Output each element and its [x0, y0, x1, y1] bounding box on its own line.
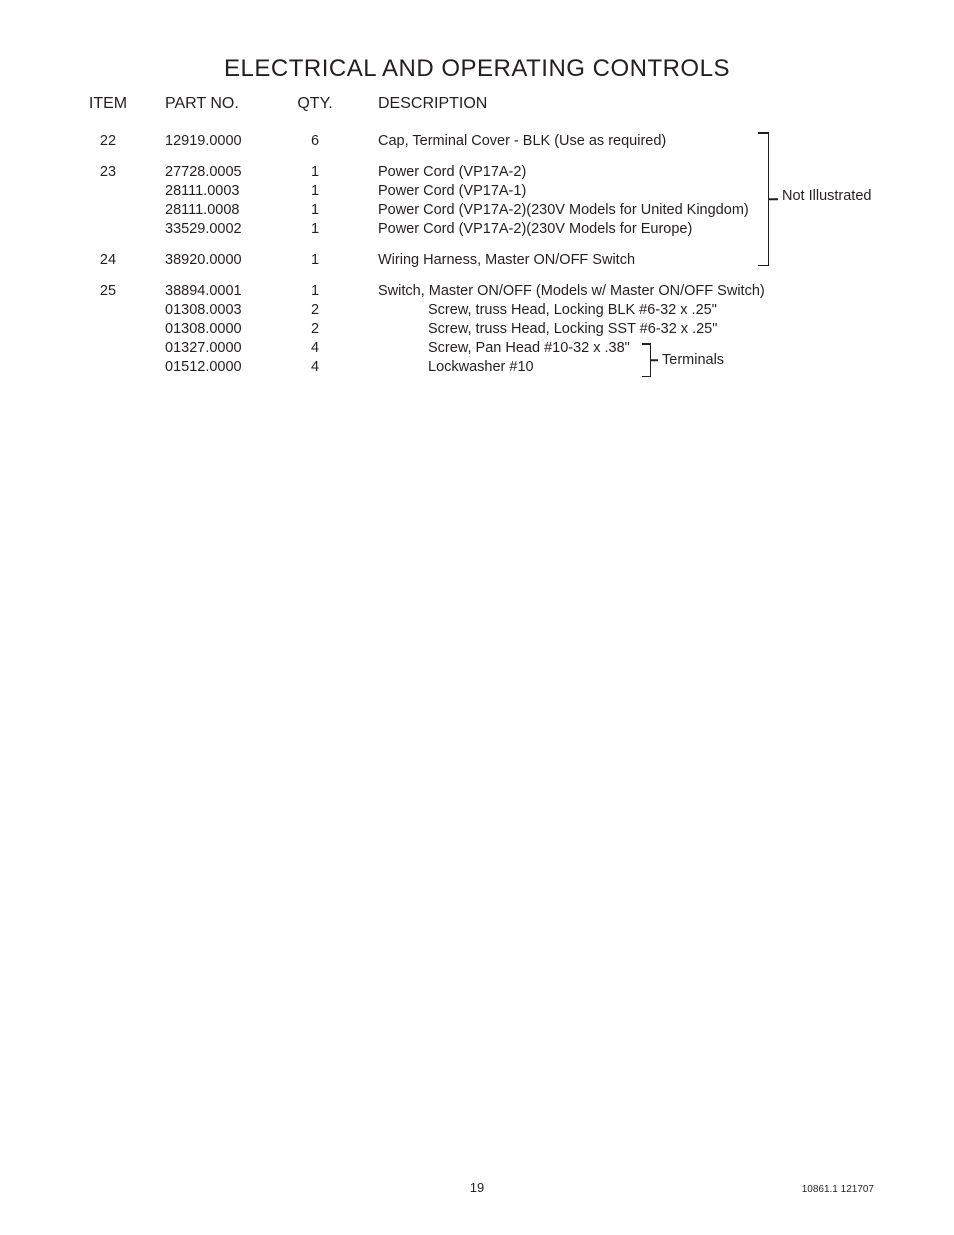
- cell-part: 27728.0005: [165, 163, 242, 182]
- cell-desc: Screw, Pan Head #10-32 x .38": [428, 339, 630, 358]
- cell-desc: Wiring Harness, Master ON/OFF Switch: [378, 251, 635, 270]
- cell-part: 33529.0002: [165, 220, 242, 239]
- cell-part: 01308.0003: [165, 301, 242, 320]
- cell-qty: 4: [290, 358, 340, 377]
- table-row: 24 38920.0000 1 Wiring Harness, Master ON/O…: [0, 251, 954, 270]
- cell-desc: Power Cord (VP17A-2)(230V Models for Eur…: [378, 220, 692, 239]
- cell-desc: Screw, truss Head, Locking SST #6-32 x .…: [428, 320, 717, 339]
- cell-qty: 6: [290, 132, 340, 151]
- table-row: 22 12919.0000 6 Cap, Terminal Cover - BLK (…: [0, 132, 954, 151]
- cell-qty: 2: [290, 301, 340, 320]
- header-qty: QTY.: [290, 95, 340, 113]
- cell-qty: 1: [290, 282, 340, 301]
- cell-desc: Screw, truss Head, Locking BLK #6-32 x .…: [428, 301, 717, 320]
- header-part: PART NO.: [165, 95, 239, 113]
- table-row: 23 27728.0005 1 Power Cord (VP17A-2): [0, 163, 954, 182]
- cell-qty: 1: [290, 182, 340, 201]
- cell-part: 01308.0000: [165, 320, 242, 339]
- table-row: 01308.0003 2 Screw, truss Head, Locking BL…: [0, 301, 954, 320]
- header-item: ITEM: [78, 95, 138, 113]
- cell-item: 23: [78, 163, 138, 182]
- page: ELECTRICAL AND OPERATING CONTROLS ITEM P…: [0, 0, 954, 1235]
- cell-part: 12919.0000: [165, 132, 242, 151]
- table-row: 33529.0002 1 Power Cord (VP17A-2)(230V Mod…: [0, 220, 954, 239]
- bracket-not-illustrated: [748, 132, 769, 266]
- cell-part: 38920.0000: [165, 251, 242, 270]
- cell-item: 25: [78, 282, 138, 301]
- table-row: 01512.0000 4 Lockwasher #10: [0, 358, 954, 377]
- cell-qty: 2: [290, 320, 340, 339]
- label-terminals: Terminals: [662, 352, 724, 368]
- cell-part: 01327.0000: [165, 339, 242, 358]
- cell-desc: Lockwasher #10: [428, 358, 534, 377]
- page-title: ELECTRICAL AND OPERATING CONTROLS: [0, 55, 954, 83]
- table-row: 01308.0000 2 Screw, truss Head, Locking SS…: [0, 320, 954, 339]
- cell-desc: Power Cord (VP17A-1): [378, 182, 526, 201]
- cell-part: 01512.0000: [165, 358, 242, 377]
- row-gap: [0, 270, 954, 282]
- cell-desc: Switch, Master ON/OFF (Models w/ Master …: [378, 282, 765, 301]
- cell-qty: 4: [290, 339, 340, 358]
- cell-item: 22: [78, 132, 138, 151]
- cell-item: 24: [78, 251, 138, 270]
- table-body: 22 12919.0000 6 Cap, Terminal Cover - BLK (…: [0, 132, 954, 377]
- cell-part: 38894.0001: [165, 282, 242, 301]
- cell-desc: Power Cord (VP17A-2): [378, 163, 526, 182]
- cell-desc: Power Cord (VP17A-2)(230V Models for Uni…: [378, 201, 749, 220]
- cell-qty: 1: [290, 163, 340, 182]
- label-not-illustrated: Not Illustrated: [782, 188, 871, 204]
- cell-qty: 1: [290, 220, 340, 239]
- cell-desc: Cap, Terminal Cover - BLK (Use as requir…: [378, 132, 666, 151]
- row-gap: [0, 151, 954, 163]
- table-row: 01327.0000 4 Screw, Pan Head #10-32 x .38": [0, 339, 954, 358]
- bracket-terminals: [634, 343, 651, 377]
- doc-id: 10861.1 121707: [802, 1184, 874, 1195]
- cell-part: 28111.0003: [165, 182, 239, 201]
- row-gap: [0, 239, 954, 251]
- cell-qty: 1: [290, 251, 340, 270]
- header-desc: DESCRIPTION: [378, 95, 487, 113]
- cell-qty: 1: [290, 201, 340, 220]
- cell-part: 28111.0008: [165, 201, 239, 220]
- table-row: 25 38894.0001 1 Switch, Master ON/OFF (Mode…: [0, 282, 954, 301]
